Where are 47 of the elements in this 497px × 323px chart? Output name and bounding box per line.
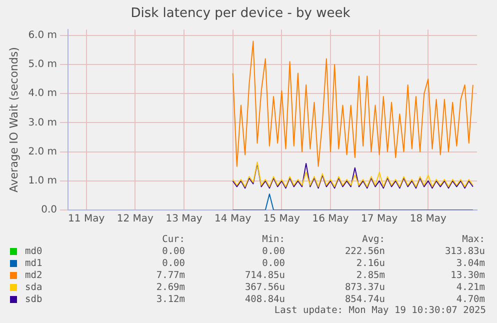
text: Last update: Mon May 19 10:30:07 2025 (273, 305, 486, 317)
text: 0.00 (161, 258, 185, 268)
text: 854.74u (344, 294, 385, 304)
text: 3.12m (155, 294, 185, 304)
text: 367.56u (244, 282, 285, 292)
x-tick-label: 17 May (361, 214, 398, 225)
text: 2.16u (355, 258, 385, 268)
text: 873.37u (344, 282, 385, 292)
legend-label: md1 (25, 258, 44, 268)
y-tick-label: 4.0 m (28, 88, 58, 100)
x-tick-label: 13 May (166, 214, 202, 225)
text: Avg: (361, 234, 385, 244)
text: Cur: (161, 234, 185, 244)
chart-title: Disk latency per device - by week (130, 6, 351, 22)
legend-label: sdb (25, 294, 44, 304)
text: 408.84u (244, 294, 285, 304)
x-tick-label: 14 May (214, 214, 252, 225)
text: 0.00 (261, 258, 285, 268)
text: 3.04m (455, 258, 485, 268)
text: Min: (261, 234, 285, 244)
text: 0.00 (161, 246, 185, 256)
x-tick-label: 11 May (68, 214, 105, 225)
text: 13.30m (450, 270, 485, 280)
text: 4.21m (455, 282, 485, 292)
text: 2.69m (155, 282, 185, 292)
y-tick-label: 5.0 m (28, 59, 58, 70)
text: 714.85u (244, 270, 285, 280)
text: Max: (461, 234, 485, 244)
y-tick-label: 2.0 m (28, 146, 58, 158)
y-tick-label: 6.0 m (28, 30, 58, 42)
legend-label: md0 (25, 246, 44, 256)
text: 222.56n (344, 246, 385, 256)
legend-label: sda (25, 282, 44, 292)
legend-label: md2 (25, 270, 44, 280)
x-tick-label: 16 May (312, 214, 349, 225)
text: 313.83u (444, 246, 485, 256)
y-tick-label: 0.0 (41, 204, 58, 216)
x-tick-label: 15 May (263, 214, 300, 225)
text: 7.77m (155, 270, 185, 280)
text: 4.70m (455, 294, 485, 304)
x-tick-label: 18 May (410, 214, 447, 225)
y-tick-label: 1.0 m (28, 175, 58, 186)
y-axis-title: Average IO Wait (seconds) (7, 47, 20, 192)
text: 0.00 (261, 246, 285, 256)
text: 2.85m (355, 270, 385, 280)
x-tick-label: 12 May (116, 214, 154, 225)
y-tick-label: 3.0 m (28, 117, 58, 128)
